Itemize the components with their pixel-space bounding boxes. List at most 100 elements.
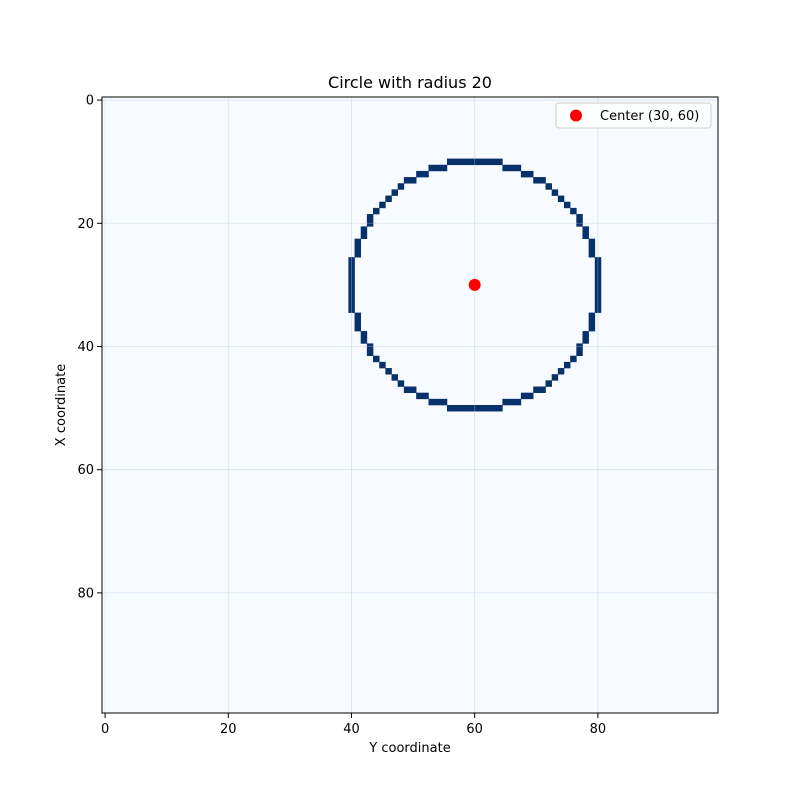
circle-cell xyxy=(508,164,516,172)
circle-cell xyxy=(348,300,355,307)
circle-cell xyxy=(416,392,423,400)
circle-cell xyxy=(397,183,405,190)
circle-cell xyxy=(594,257,602,264)
x-axis-ticks: 0 20 40 60 80 xyxy=(101,713,606,737)
circle-cell xyxy=(582,226,589,233)
y-axis-ticks: 0 20 40 60 80 xyxy=(77,94,102,601)
circle-cell xyxy=(582,232,589,239)
circle-cell xyxy=(428,398,435,406)
x-tick-label: 0 xyxy=(101,722,109,737)
circle-cell xyxy=(446,405,454,412)
center-point xyxy=(468,278,481,291)
circle-cell xyxy=(348,306,355,313)
circle-cell xyxy=(379,201,386,209)
circle-cell xyxy=(576,343,583,350)
circle-cell xyxy=(594,275,602,283)
circle-cell xyxy=(348,263,355,270)
circle-cell xyxy=(354,312,362,320)
legend-label: Center (30, 60) xyxy=(600,109,699,124)
circle-cell xyxy=(520,392,528,400)
plot-frame xyxy=(101,96,719,714)
circle-cell xyxy=(397,380,405,387)
circle-cell xyxy=(514,164,522,172)
circle-cell xyxy=(520,170,528,178)
circle-cell xyxy=(564,361,571,369)
circle-cell xyxy=(446,158,454,166)
circle-cell xyxy=(348,275,355,283)
circle-cell xyxy=(533,386,540,393)
circle-cell xyxy=(373,207,380,215)
circle-cell xyxy=(354,318,362,326)
circle-cell xyxy=(354,251,362,258)
circle-cells xyxy=(348,158,602,412)
circle-cell xyxy=(360,337,368,344)
circle-cell xyxy=(508,398,516,406)
circle-cell xyxy=(551,374,559,381)
circle-cell xyxy=(576,220,583,227)
circle-cell xyxy=(594,306,602,313)
circle-cell xyxy=(373,355,380,363)
circle-cell xyxy=(391,374,398,381)
circle-cell xyxy=(471,405,479,412)
circle-cell xyxy=(588,238,596,246)
circle-cell xyxy=(403,177,411,184)
circle-cell xyxy=(545,380,552,387)
circle-cell xyxy=(582,331,589,338)
circle-cell xyxy=(539,386,546,393)
circle-cell xyxy=(440,398,448,406)
circle-cell xyxy=(551,189,559,196)
circle-cell xyxy=(594,263,602,270)
circle-cell xyxy=(459,405,466,412)
x-tick-label: 80 xyxy=(590,722,607,737)
legend-box xyxy=(555,102,712,129)
circle-cell xyxy=(588,312,596,320)
circle-cell xyxy=(453,405,460,412)
circle-cell xyxy=(514,398,522,406)
legend: Center (30, 60) xyxy=(555,102,712,129)
circle-cell xyxy=(539,177,546,184)
circle-cell xyxy=(434,164,442,172)
circle-cell xyxy=(366,349,374,357)
circle-cell xyxy=(594,281,602,289)
circle-cell xyxy=(576,349,583,357)
circle-cell xyxy=(354,238,362,246)
circle-cell xyxy=(366,220,374,227)
circle-cell xyxy=(410,177,417,184)
x-tick-label: 40 xyxy=(343,722,360,737)
circle-cell xyxy=(360,232,368,239)
circle-cell xyxy=(527,170,534,178)
circle-cell xyxy=(533,177,540,184)
circle-cell xyxy=(403,386,411,393)
circle-cell xyxy=(496,405,503,412)
circle-cell xyxy=(570,355,577,363)
circle-cell xyxy=(422,392,429,400)
plot-area xyxy=(102,97,718,713)
circle-cell xyxy=(354,324,362,332)
circle-cell xyxy=(490,405,497,412)
circle-cell xyxy=(348,287,355,295)
circle-cell xyxy=(557,195,565,203)
circle-cell xyxy=(465,158,472,166)
circle-cell xyxy=(588,324,596,332)
circle-cell xyxy=(348,294,355,301)
circle-cell xyxy=(588,244,596,252)
circle-cell xyxy=(354,244,362,252)
circle-cell xyxy=(348,257,355,264)
circle-cell xyxy=(564,201,571,209)
circle-cell xyxy=(385,368,392,375)
circle-cell xyxy=(527,392,534,400)
circle-cell xyxy=(410,386,417,393)
circle-cell xyxy=(496,158,503,166)
circle-cell xyxy=(588,318,596,326)
circle-cell xyxy=(465,405,472,412)
circle-cell xyxy=(391,189,398,196)
circle-cell xyxy=(588,251,596,258)
circle-cell xyxy=(545,183,552,190)
circle-cell xyxy=(360,331,368,338)
circle-cell xyxy=(502,164,509,172)
circle-cell xyxy=(348,281,355,289)
y-tick-label: 0 xyxy=(86,94,94,109)
y-tick-label: 20 xyxy=(77,217,94,232)
